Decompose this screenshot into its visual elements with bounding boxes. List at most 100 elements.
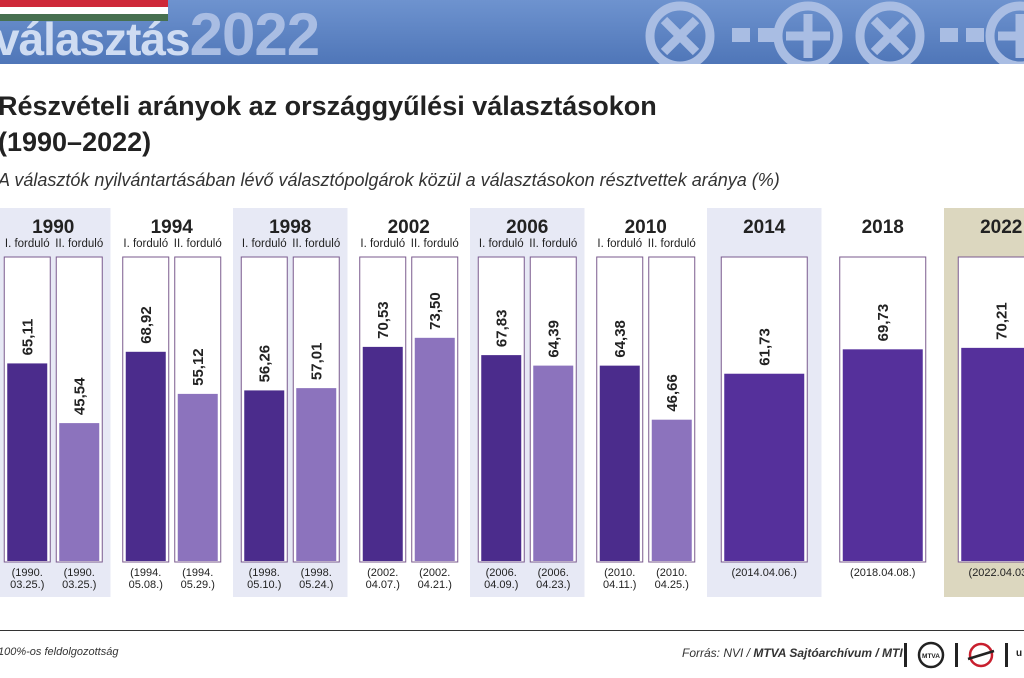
bar — [481, 355, 522, 561]
date-label: 03.25.) — [62, 579, 96, 591]
bar — [7, 363, 48, 561]
plus-mark-icon — [985, 1, 1024, 64]
year-label: 1998 — [269, 217, 311, 238]
ballot-symbols — [645, 1, 1024, 64]
value-label: 64,39 — [546, 320, 563, 358]
banner-title-year: 2022 — [189, 1, 320, 65]
date-label: 05.24.) — [299, 579, 333, 591]
year-label: 1994 — [151, 217, 194, 238]
date-label: (2010. — [604, 567, 635, 579]
value-label: 45,54 — [72, 377, 89, 415]
flag-green-stripe — [0, 14, 168, 21]
round-label: II. forduló — [174, 238, 222, 250]
date-label: (1998. — [301, 567, 332, 579]
year-label: 2022 — [980, 217, 1022, 238]
date-label: 03.25.) — [10, 579, 44, 591]
date-label: 04.07.) — [366, 579, 400, 591]
year-label: 2010 — [625, 217, 667, 238]
header-banner: választás2022 — [0, 0, 1024, 64]
value-label: 68,92 — [138, 306, 155, 344]
value-label: 61,73 — [757, 328, 774, 366]
date-label: 05.08.) — [129, 579, 163, 591]
chart-title-line2: (1990–2022) — [0, 127, 152, 157]
date-label: (2002. — [367, 567, 398, 579]
round-label: I. forduló — [123, 238, 168, 250]
round-label: II. forduló — [55, 238, 103, 250]
logo-separator — [896, 641, 916, 674]
x-mark-icon — [645, 1, 715, 64]
logo-separator — [950, 641, 964, 674]
date-label: 04.25.) — [655, 579, 689, 591]
bar — [244, 390, 285, 561]
date-label: 04.09.) — [484, 579, 518, 591]
bar — [533, 365, 574, 561]
value-label: 69,73 — [875, 304, 892, 342]
footnote: 100%-os feldolgozottság — [0, 646, 119, 658]
date-label: 05.10.) — [247, 579, 281, 591]
round-label: I. forduló — [479, 238, 524, 250]
date-label: (1994. — [182, 567, 213, 579]
bar — [177, 393, 218, 561]
date-label: (2018.04.08.) — [850, 567, 915, 579]
year-label: 2006 — [506, 217, 548, 238]
x-mark-icon — [855, 1, 925, 64]
bar — [651, 419, 692, 561]
value-label: 46,66 — [664, 374, 681, 412]
source-credit: Forrás: NVI / MTVA Sajtóarchívum / MTI — [682, 646, 903, 660]
year-label: 2018 — [862, 217, 904, 238]
date-label: (1994. — [130, 567, 161, 579]
flag-white-stripe — [0, 7, 168, 14]
round-label: I. forduló — [360, 238, 405, 250]
bar — [362, 346, 403, 561]
date-label: (1998. — [249, 567, 280, 579]
value-label: 57,01 — [309, 343, 326, 381]
round-label: II. forduló — [648, 238, 696, 250]
date-label: (2006. — [486, 567, 517, 579]
date-label: 04.21.) — [418, 579, 452, 591]
bar — [296, 388, 337, 561]
bar — [599, 365, 640, 561]
date-label: (1990. — [64, 567, 95, 579]
value-label: 67,83 — [494, 310, 511, 348]
round-label: I. forduló — [5, 238, 50, 250]
date-label: 04.11.) — [603, 579, 636, 591]
bar — [961, 347, 1024, 561]
year-label: 2014 — [743, 217, 786, 238]
chart-title-line1: Részvételi arányok az országgyűlési vála… — [0, 91, 657, 121]
hungarian-flag — [0, 0, 168, 21]
round-label: I. forduló — [597, 238, 642, 250]
round-label: I. forduló — [242, 238, 287, 250]
date-label: 05.29.) — [181, 579, 215, 591]
source-prefix: Forrás: NVI / — [682, 646, 754, 660]
date-label: (2002. — [419, 567, 450, 579]
bar — [414, 337, 455, 561]
value-label: 55,12 — [190, 348, 207, 386]
plus-mark-icon — [773, 1, 843, 64]
date-label: (2014.04.06.) — [732, 567, 797, 579]
date-label: (2022.04.03.) — [969, 567, 1024, 579]
round-label: II. forduló — [529, 238, 577, 250]
mtva-logo: MTVA — [916, 641, 946, 674]
footer-divider — [0, 630, 1024, 631]
chart-title: Részvételi arányok az országgyűlési vála… — [0, 88, 898, 160]
year-label: 2002 — [388, 217, 430, 238]
round-label: II. forduló — [292, 238, 340, 250]
banner-title: választás2022 — [0, 5, 320, 65]
bar — [842, 349, 923, 561]
value-label: 64,38 — [612, 320, 629, 358]
banner-title-word: választás — [0, 13, 191, 64]
value-label: 65,11 — [20, 319, 37, 356]
value-label: 73,50 — [427, 292, 444, 330]
round-label: II. forduló — [411, 238, 459, 250]
chart-subtitle: A választók nyilvántartásában lévő válas… — [0, 170, 780, 190]
mtva-logo-text: MTVA — [922, 653, 940, 660]
value-label: 70,21 — [994, 302, 1011, 340]
value-label: 56,26 — [257, 345, 274, 383]
last-logo: u — [1016, 648, 1023, 659]
value-label: 70,53 — [375, 301, 392, 339]
flag-red-stripe — [0, 0, 168, 7]
year-label: 1990 — [32, 217, 74, 238]
bar — [125, 351, 166, 561]
date-label: (2006. — [538, 567, 569, 579]
